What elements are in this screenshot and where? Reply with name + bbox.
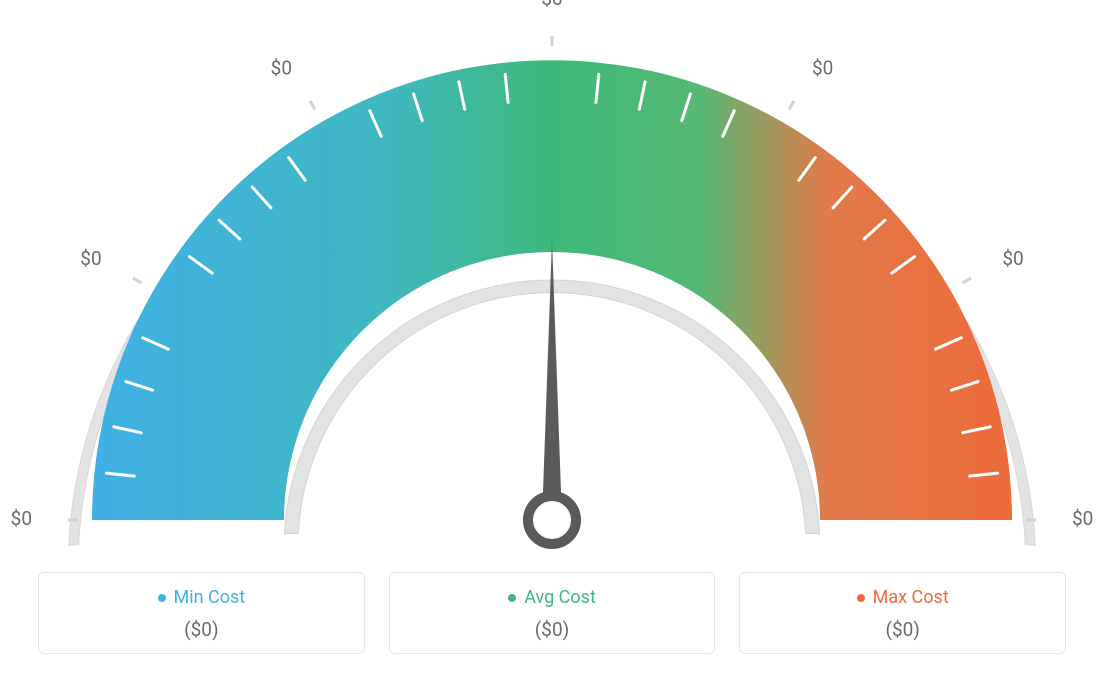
gauge-chart: $0 $0 $0 $0 $0 $0 $0 <box>0 0 1104 560</box>
legend-label-max: Max Cost <box>873 587 949 608</box>
legend-dot-avg <box>508 594 516 602</box>
gauge-tick-label: $0 <box>80 247 101 270</box>
legend-value-max: ($0) <box>750 618 1055 641</box>
gauge-major-tick <box>789 101 794 110</box>
gauge-container: $0 $0 $0 $0 $0 $0 $0 <box>0 0 1104 560</box>
legend-dot-max <box>857 594 865 602</box>
legend-value-avg: ($0) <box>400 618 705 641</box>
legend-box-avg: Avg Cost ($0) <box>389 572 716 654</box>
gauge-tick-label: $0 <box>541 0 562 10</box>
legend-label-min: Min Cost <box>174 587 246 608</box>
legend-value-min: ($0) <box>49 618 354 641</box>
legend-label-line: Avg Cost <box>400 587 705 608</box>
legend-box-max: Max Cost ($0) <box>739 572 1066 654</box>
gauge-needle-hub <box>528 496 576 544</box>
gauge-tick-label: $0 <box>271 57 292 80</box>
legend-label-line: Min Cost <box>49 587 354 608</box>
legend-row: Min Cost ($0) Avg Cost ($0) Max Cost ($0… <box>0 572 1104 654</box>
legend-label-line: Max Cost <box>750 587 1055 608</box>
gauge-tick-label: $0 <box>1072 507 1093 530</box>
gauge-tick-label: $0 <box>812 57 833 80</box>
gauge-tick-label: $0 <box>1002 247 1023 270</box>
gauge-major-tick <box>310 101 315 110</box>
legend-box-min: Min Cost ($0) <box>38 572 365 654</box>
gauge-tick-label: $0 <box>11 507 32 530</box>
gauge-major-tick <box>133 278 142 283</box>
legend-label-avg: Avg Cost <box>524 587 596 608</box>
gauge-major-tick <box>962 278 971 283</box>
legend-dot-min <box>158 594 166 602</box>
